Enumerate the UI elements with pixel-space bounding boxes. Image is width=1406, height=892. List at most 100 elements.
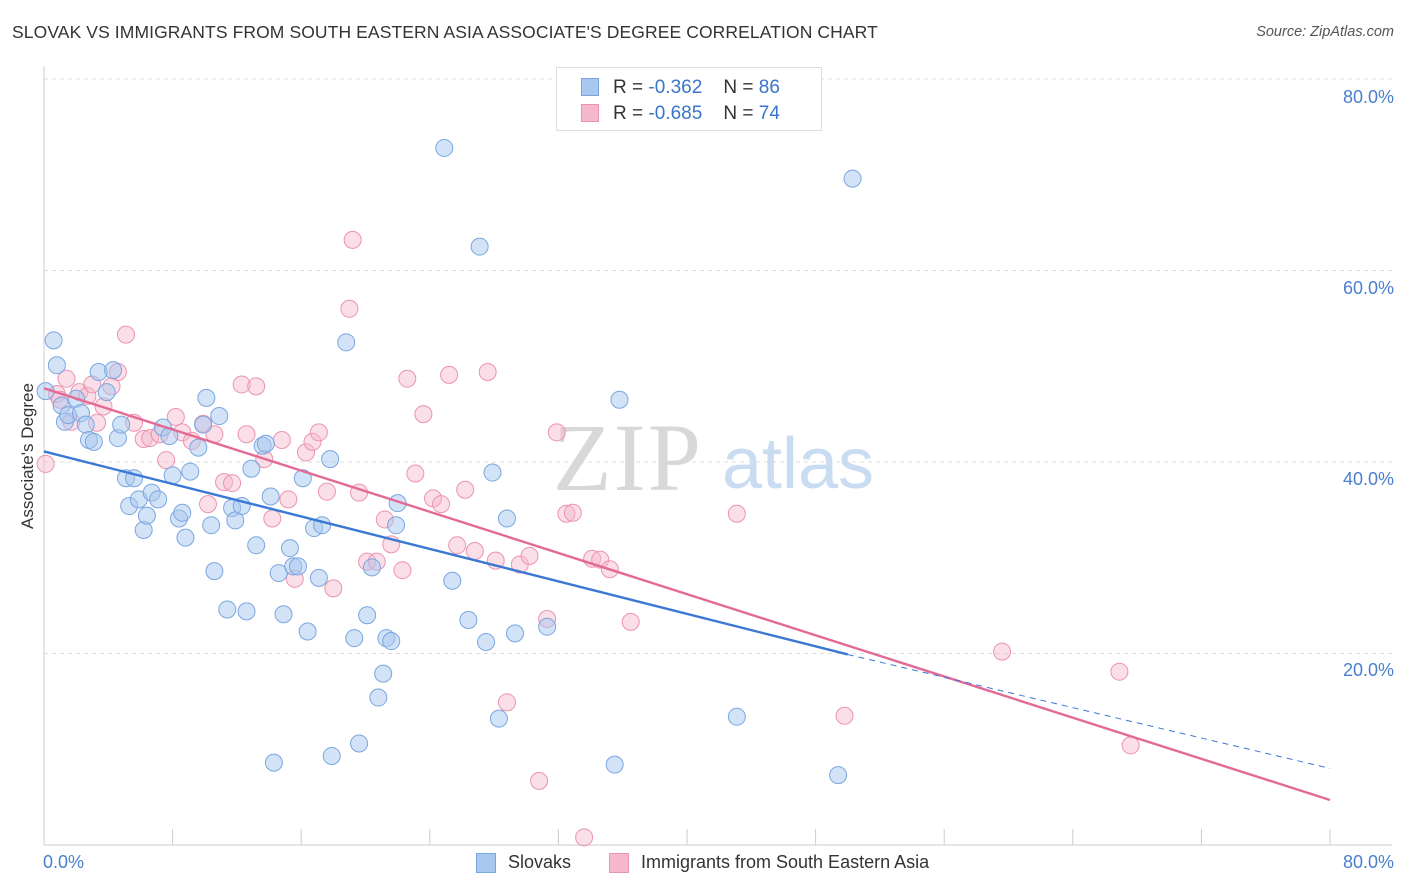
data-point-slovaks xyxy=(477,633,496,652)
data-point-immigrants xyxy=(340,299,359,318)
data-point-slovaks xyxy=(137,506,156,525)
legend-n-value-immigrants: 74 xyxy=(758,103,780,124)
legend-n-label: N = xyxy=(723,103,754,124)
chart-title: SLOVAK VS IMMIGRANTS FROM SOUTH EASTERN … xyxy=(12,22,878,42)
y-tick-label-20: 20.0% xyxy=(1342,660,1394,680)
data-point-slovaks xyxy=(387,516,406,535)
data-point-immigrants xyxy=(497,693,516,712)
series-slovaks-points xyxy=(36,138,862,785)
data-point-slovaks xyxy=(459,610,478,629)
data-point-immigrants xyxy=(835,706,854,725)
data-point-slovaks xyxy=(288,557,307,576)
data-point-slovaks xyxy=(298,622,317,641)
data-point-immigrants xyxy=(727,504,746,523)
data-point-slovaks xyxy=(84,432,103,451)
legend-r-label: R = xyxy=(613,77,644,98)
data-point-slovaks xyxy=(173,503,192,522)
chart-source: Source: ZipAtlas.com xyxy=(1256,24,1394,40)
data-point-slovaks xyxy=(280,539,299,558)
data-point-immigrants xyxy=(456,480,475,499)
legend-swatch-pink xyxy=(609,853,629,873)
data-point-immigrants xyxy=(414,405,433,424)
data-point-slovaks xyxy=(264,753,283,772)
data-point-immigrants xyxy=(398,369,417,388)
data-point-immigrants xyxy=(166,407,185,426)
data-point-immigrants xyxy=(406,464,425,483)
data-point-immigrants xyxy=(36,454,55,473)
data-point-immigrants xyxy=(1121,736,1140,755)
legend-n-label: N = xyxy=(723,77,754,98)
data-point-immigrants xyxy=(237,425,256,444)
y-tick-label-40: 40.0% xyxy=(1342,469,1394,489)
y-axis-label: Associate's Degree xyxy=(18,383,37,529)
data-point-slovaks xyxy=(112,415,131,434)
legend-r-value-immigrants: -0.685 xyxy=(648,103,703,124)
data-point-immigrants xyxy=(279,490,298,509)
data-point-immigrants xyxy=(272,430,291,449)
data-point-slovaks xyxy=(322,746,341,765)
data-point-slovaks xyxy=(176,528,195,547)
data-point-slovaks xyxy=(309,568,328,587)
data-point-immigrants xyxy=(116,325,135,344)
data-point-immigrants xyxy=(198,495,217,514)
data-point-immigrants xyxy=(263,509,282,528)
data-point-immigrants xyxy=(547,423,566,442)
data-point-slovaks xyxy=(47,356,66,375)
legend-label-slovaks: Slovaks xyxy=(508,852,572,872)
data-point-slovaks xyxy=(149,490,168,509)
data-point-immigrants xyxy=(324,579,343,598)
legend-swatch-blue xyxy=(581,78,599,96)
data-point-slovaks xyxy=(497,509,516,528)
data-point-immigrants xyxy=(309,423,328,442)
legend-label-immigrants: Immigrants from South Eastern Asia xyxy=(641,852,930,872)
data-point-slovaks xyxy=(727,707,746,726)
data-point-immigrants xyxy=(478,362,497,381)
stats-legend: R = -0.362 N = 86 R = -0.685 N = 74 xyxy=(556,67,822,131)
data-point-immigrants xyxy=(557,504,576,523)
data-point-immigrants xyxy=(563,503,582,522)
data-point-immigrants xyxy=(465,542,484,561)
data-point-slovaks xyxy=(256,434,275,453)
data-point-immigrants xyxy=(141,429,160,448)
legend-r-value-slovaks: -0.362 xyxy=(648,77,703,98)
series-immigrants-points xyxy=(36,230,1140,847)
data-point-immigrants xyxy=(317,482,336,501)
data-point-slovaks xyxy=(104,361,123,380)
data-point-slovaks xyxy=(337,333,356,352)
data-point-slovaks xyxy=(247,536,266,555)
data-point-slovaks xyxy=(194,415,213,434)
data-point-slovaks xyxy=(76,415,95,434)
data-point-slovaks xyxy=(470,237,489,256)
data-point-slovaks xyxy=(210,407,229,426)
data-point-slovaks xyxy=(843,169,862,188)
data-point-immigrants xyxy=(448,536,467,555)
data-point-immigrants xyxy=(232,375,251,394)
legend-n-value-slovaks: 86 xyxy=(758,77,780,98)
data-point-slovaks xyxy=(538,617,557,636)
data-point-slovaks xyxy=(345,629,364,648)
data-point-immigrants xyxy=(297,443,316,462)
legend-r-label: R = xyxy=(613,103,644,124)
data-point-immigrants xyxy=(303,432,322,451)
data-point-immigrants xyxy=(993,642,1012,661)
data-point-slovaks xyxy=(261,487,280,506)
data-point-slovaks xyxy=(358,606,377,625)
watermark-zip: ZIP xyxy=(553,404,703,511)
data-point-slovaks xyxy=(189,438,208,457)
data-point-immigrants xyxy=(247,377,266,396)
trend-lines xyxy=(43,387,1331,802)
x-tick-label-max: 80.0% xyxy=(1342,852,1394,872)
data-point-immigrants xyxy=(432,495,451,514)
data-point-immigrants xyxy=(223,474,242,493)
trend-line-slovaks xyxy=(43,450,849,656)
data-point-slovaks xyxy=(321,450,340,469)
data-point-immigrants xyxy=(575,828,594,847)
y-tick-label-80: 80.0% xyxy=(1342,87,1394,107)
data-point-slovaks xyxy=(237,602,256,621)
data-point-slovaks xyxy=(374,664,393,683)
data-point-immigrants xyxy=(1110,662,1129,681)
series-legend: Slovaks Immigrants from South Eastern As… xyxy=(0,851,1406,879)
data-point-slovaks xyxy=(205,562,224,581)
legend-swatch-blue xyxy=(476,853,496,873)
